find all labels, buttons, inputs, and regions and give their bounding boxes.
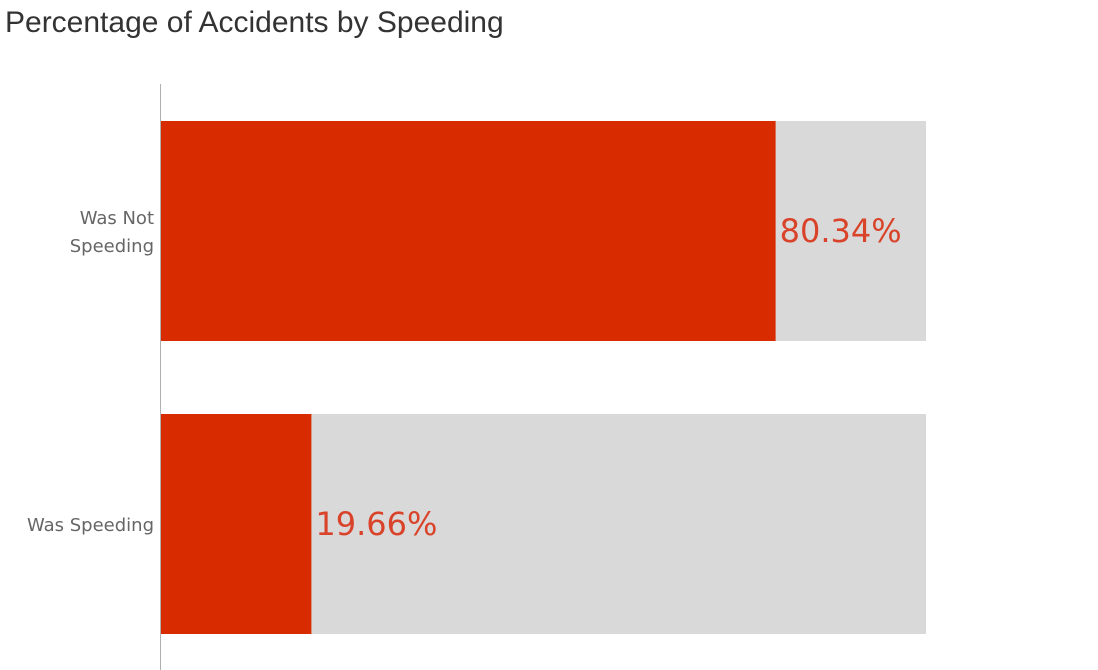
category-label-line: Was Speeding [27, 515, 154, 536]
bars-layer: 80.34% Was Not Speeding 19.66% Was Speeding [27, 121, 926, 634]
value-label: 19.66% [315, 505, 437, 543]
bar-was-not-speeding[interactable] [161, 121, 776, 341]
category-label-line: Speeding [70, 236, 154, 257]
bar-was-speeding[interactable] [161, 414, 312, 634]
category-label: Was Not Speeding [70, 208, 154, 257]
chart-title: Percentage of Accidents by Speeding [5, 6, 504, 39]
category-label: Was Speeding [27, 515, 154, 536]
category-label-line: Was Not [80, 208, 154, 229]
value-label: 80.34% [780, 212, 902, 250]
